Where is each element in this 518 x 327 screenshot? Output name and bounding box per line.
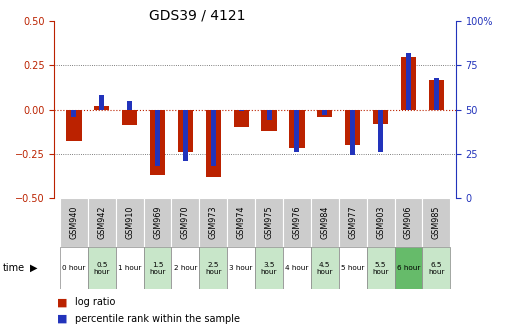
Bar bbox=[234, 110, 249, 127]
Bar bbox=[429, 79, 444, 110]
Bar bbox=[199, 247, 227, 289]
Text: GSM910: GSM910 bbox=[125, 206, 134, 239]
Text: ▶: ▶ bbox=[30, 263, 37, 273]
Text: ■: ■ bbox=[57, 314, 67, 324]
Bar bbox=[227, 247, 255, 289]
Text: 5 hour: 5 hour bbox=[341, 265, 364, 271]
Bar bbox=[262, 110, 277, 131]
Bar bbox=[283, 247, 311, 289]
Bar bbox=[122, 110, 137, 126]
Text: GDS39 / 4121: GDS39 / 4121 bbox=[149, 8, 245, 22]
Bar bbox=[71, 110, 77, 117]
Text: GSM970: GSM970 bbox=[181, 206, 190, 239]
Text: percentile rank within the sample: percentile rank within the sample bbox=[75, 314, 240, 324]
Bar bbox=[378, 110, 383, 152]
Text: 3.5
hour: 3.5 hour bbox=[261, 262, 277, 275]
Bar bbox=[211, 110, 216, 166]
Bar bbox=[143, 198, 171, 247]
Bar bbox=[178, 110, 193, 152]
Text: GSM906: GSM906 bbox=[404, 206, 413, 239]
Bar bbox=[150, 110, 165, 175]
Bar bbox=[116, 198, 143, 247]
Bar bbox=[434, 78, 439, 110]
Text: log ratio: log ratio bbox=[75, 298, 116, 307]
Bar bbox=[239, 110, 243, 111]
Bar bbox=[350, 110, 355, 155]
Bar bbox=[94, 106, 109, 110]
Bar bbox=[395, 247, 422, 289]
Bar bbox=[311, 198, 339, 247]
Bar bbox=[422, 198, 450, 247]
Text: GSM976: GSM976 bbox=[293, 206, 301, 239]
Bar bbox=[395, 198, 422, 247]
Text: GSM940: GSM940 bbox=[69, 206, 78, 239]
Bar bbox=[345, 110, 361, 145]
Bar bbox=[322, 110, 327, 115]
Text: 6.5
hour: 6.5 hour bbox=[428, 262, 444, 275]
Bar bbox=[339, 198, 367, 247]
Bar bbox=[116, 247, 143, 289]
Bar bbox=[227, 198, 255, 247]
Bar bbox=[171, 198, 199, 247]
Text: 0 hour: 0 hour bbox=[62, 265, 85, 271]
Bar bbox=[183, 110, 188, 161]
Bar bbox=[60, 198, 88, 247]
Text: GSM973: GSM973 bbox=[209, 206, 218, 239]
Text: time: time bbox=[3, 263, 25, 273]
Text: ■: ■ bbox=[57, 298, 67, 307]
Text: 0.5
hour: 0.5 hour bbox=[94, 262, 110, 275]
Bar bbox=[60, 247, 88, 289]
Text: 2 hour: 2 hour bbox=[174, 265, 197, 271]
Bar bbox=[255, 198, 283, 247]
Bar bbox=[143, 247, 171, 289]
Bar bbox=[283, 198, 311, 247]
Text: 6 hour: 6 hour bbox=[397, 265, 420, 271]
Text: GSM969: GSM969 bbox=[153, 206, 162, 239]
Text: 3 hour: 3 hour bbox=[229, 265, 253, 271]
Bar bbox=[406, 53, 411, 110]
Text: GSM974: GSM974 bbox=[237, 206, 246, 239]
Bar bbox=[267, 110, 271, 120]
Bar bbox=[255, 247, 283, 289]
Bar bbox=[206, 110, 221, 177]
Text: 1 hour: 1 hour bbox=[118, 265, 141, 271]
Bar bbox=[367, 247, 395, 289]
Text: 1.5
hour: 1.5 hour bbox=[149, 262, 166, 275]
Bar bbox=[422, 247, 450, 289]
Text: GSM975: GSM975 bbox=[265, 206, 274, 239]
Bar bbox=[311, 247, 339, 289]
Bar bbox=[373, 110, 388, 124]
Bar bbox=[199, 198, 227, 247]
Text: GSM984: GSM984 bbox=[320, 206, 329, 239]
Bar bbox=[339, 247, 367, 289]
Bar bbox=[401, 57, 416, 110]
Bar bbox=[155, 110, 160, 166]
Text: 4 hour: 4 hour bbox=[285, 265, 309, 271]
Text: GSM985: GSM985 bbox=[432, 206, 441, 239]
Bar bbox=[317, 110, 333, 117]
Bar bbox=[127, 101, 132, 110]
Text: GSM977: GSM977 bbox=[348, 206, 357, 239]
Text: GSM903: GSM903 bbox=[376, 206, 385, 239]
Bar bbox=[88, 247, 116, 289]
Text: 5.5
hour: 5.5 hour bbox=[372, 262, 389, 275]
Bar bbox=[99, 95, 104, 110]
Text: 4.5
hour: 4.5 hour bbox=[316, 262, 333, 275]
Text: GSM942: GSM942 bbox=[97, 206, 106, 239]
Text: 2.5
hour: 2.5 hour bbox=[205, 262, 222, 275]
Bar bbox=[171, 247, 199, 289]
Bar bbox=[66, 110, 81, 141]
Bar bbox=[367, 198, 395, 247]
Bar bbox=[289, 110, 305, 148]
Bar bbox=[294, 110, 299, 152]
Bar bbox=[88, 198, 116, 247]
